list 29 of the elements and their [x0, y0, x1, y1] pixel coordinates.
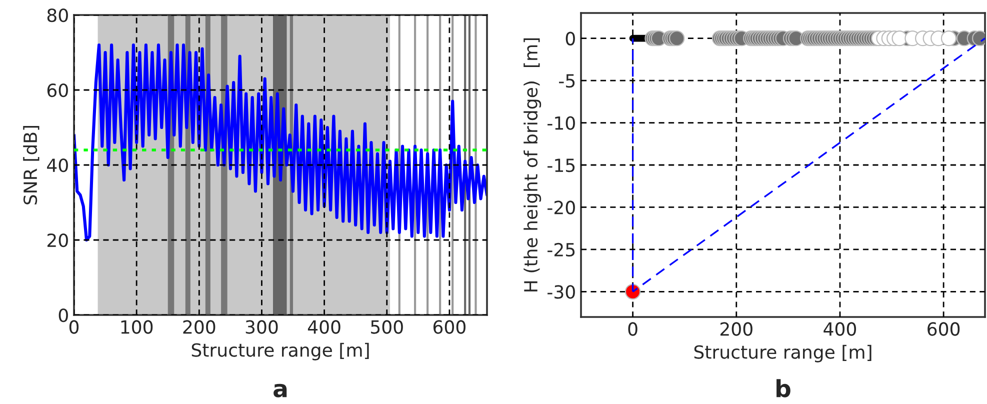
y-tick-label: 80 — [47, 8, 68, 22]
text: b — [776, 379, 790, 398]
x-tick-label: 200 — [183, 320, 216, 334]
y-tick-label: -15 — [548, 158, 575, 172]
x-tick-label: 300 — [246, 320, 278, 334]
y-tick-label: 60 — [47, 83, 68, 98]
x-tick-label: 100 — [121, 320, 153, 334]
text: a — [274, 384, 287, 398]
y-tick-label: -25 — [548, 242, 575, 257]
x-tick-label: 0 — [69, 320, 79, 334]
x-axis-title: Structure range [m] — [192, 342, 369, 360]
y-tick-label: 0 — [58, 308, 68, 322]
x-tick-label: 600 — [928, 322, 960, 336]
x-tick-label: 0 — [628, 322, 638, 336]
y-tick-label: -30 — [548, 285, 575, 299]
y-tick-label: -5 — [559, 74, 575, 88]
x-tick-label: 500 — [371, 320, 403, 334]
y-tick-label: 40 — [47, 158, 68, 172]
y-tick-label: -10 — [548, 116, 575, 130]
x-tick-label: 200 — [720, 322, 752, 336]
y-tick-label: -20 — [548, 200, 575, 214]
x-tick-label: 400 — [308, 320, 340, 334]
y-tick-label: 20 — [47, 233, 68, 248]
x-tick-label: 600 — [433, 320, 466, 334]
y-axis-title: SNR [dB] — [23, 126, 40, 204]
x-axis-title: Structure range [m] — [694, 344, 872, 362]
x-tick-label: 400 — [824, 322, 856, 336]
y-axis-title: H (the height of bridge) [m] — [524, 38, 542, 292]
y-tick-label: 0 — [566, 32, 575, 46]
